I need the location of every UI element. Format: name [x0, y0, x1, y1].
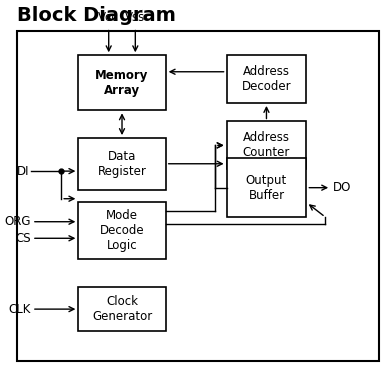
- Text: Address
Decoder: Address Decoder: [242, 65, 291, 93]
- Text: ORG: ORG: [4, 215, 31, 228]
- Text: CS: CS: [15, 232, 31, 245]
- Text: Output
Buffer: Output Buffer: [246, 174, 287, 202]
- Text: Mode
Decode
Logic: Mode Decode Logic: [100, 209, 144, 252]
- Bar: [78, 138, 166, 190]
- Bar: [227, 158, 307, 217]
- Text: Address
Counter: Address Counter: [243, 131, 290, 159]
- Bar: [78, 287, 166, 331]
- Text: Vss: Vss: [125, 11, 145, 24]
- Text: Vcc: Vcc: [98, 11, 119, 24]
- Text: Memory
Array: Memory Array: [95, 69, 149, 97]
- Text: DI: DI: [16, 164, 29, 178]
- Bar: [78, 202, 166, 259]
- Text: Clock
Generator: Clock Generator: [92, 295, 152, 323]
- Bar: [78, 55, 166, 110]
- Bar: [227, 55, 307, 103]
- Text: Data
Register: Data Register: [98, 150, 147, 178]
- Text: DO: DO: [333, 181, 351, 194]
- Bar: [227, 121, 307, 169]
- Bar: [18, 31, 379, 361]
- Text: CLK: CLK: [9, 302, 31, 316]
- Text: Block Diagram: Block Diagram: [18, 6, 176, 25]
